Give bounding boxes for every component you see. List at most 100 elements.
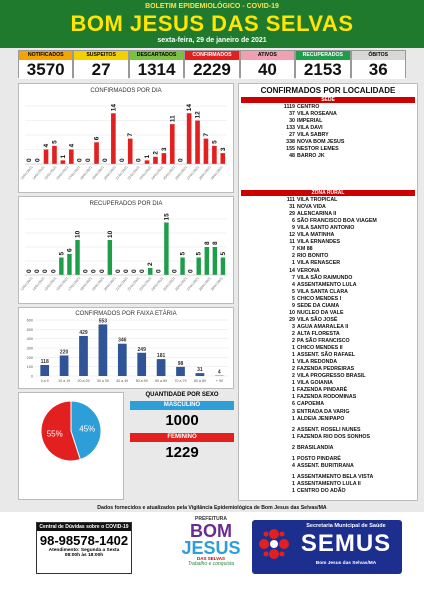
location-count: 6 bbox=[292, 218, 295, 225]
tick-label: 0 a 9 bbox=[41, 379, 49, 383]
bar-label: 220 bbox=[60, 349, 69, 355]
female-value: 1229 bbox=[165, 444, 199, 461]
bar-label: 15 bbox=[163, 213, 170, 221]
location-row: 1119 CENTRO bbox=[239, 104, 419, 110]
location-row: 30 IMPERIAL bbox=[239, 118, 419, 124]
bar bbox=[52, 145, 57, 164]
tick-label: 10 a 19 bbox=[58, 379, 70, 383]
bar-label: 31 bbox=[197, 367, 203, 373]
bar-label: 14 bbox=[110, 104, 117, 112]
location-count: 12 bbox=[289, 232, 295, 239]
bar-label: 0 bbox=[34, 269, 41, 273]
tick-label: 60 a 69 bbox=[155, 379, 167, 383]
pref-label: PREFEITURA bbox=[195, 516, 227, 522]
pref-jesus: JESUS bbox=[181, 538, 241, 558]
bar-label: 1 bbox=[60, 154, 67, 158]
location-count: 133 bbox=[286, 125, 295, 131]
phone-number[interactable]: 98-98578-1402 bbox=[39, 533, 129, 548]
location-count: 3 bbox=[292, 408, 295, 415]
location-name: SÃO FRANCISCO BOA VIAGEM bbox=[297, 218, 377, 225]
sex-pie-panel: 45% 55% bbox=[18, 392, 124, 500]
bar-label: 4 bbox=[68, 144, 75, 148]
bar-label: 0 bbox=[123, 269, 130, 273]
location-count: 1 bbox=[292, 487, 295, 494]
location-name: FAZENDA RIO DOS SONHOS bbox=[297, 433, 371, 440]
bar-label: 98 bbox=[178, 361, 184, 367]
bar-label: 5 bbox=[180, 252, 187, 256]
location-name: ASSENTAMENTO LULA II bbox=[297, 480, 361, 487]
health-cross-icon bbox=[259, 529, 289, 559]
female-label: FEMININO bbox=[130, 433, 234, 442]
location-name: ASSENT. SÃO RAFAEL bbox=[297, 352, 355, 359]
location-row: 10 NUCLEO DA VALE bbox=[239, 310, 419, 316]
bar bbox=[203, 138, 209, 164]
location-row: 133 VILA DAVI bbox=[239, 125, 419, 131]
location-row: 1 FAZENDA RIO DOS SONHOS bbox=[239, 434, 419, 440]
semus-logo: Secretaria Municipal de Saúde SEMUS Bom … bbox=[252, 520, 402, 574]
location-count: 37 bbox=[289, 111, 295, 117]
location-name: VILA SABRY bbox=[297, 132, 329, 138]
location-row: 31 NOVA VIDA bbox=[239, 204, 419, 210]
stat-óbitos: ÓBITOS 36 bbox=[350, 50, 406, 79]
bar bbox=[137, 352, 147, 376]
bar-label: 3 bbox=[161, 147, 168, 151]
bar-label: 0 bbox=[131, 269, 138, 273]
location-count: 9 bbox=[292, 302, 295, 309]
location-row: 2 ASSENT. ROSELI NUNES bbox=[239, 427, 419, 433]
bar-label: 0 bbox=[35, 158, 42, 162]
tick-label: + 90 bbox=[216, 379, 223, 383]
location-name: ASSENT. ROSELI NUNES bbox=[297, 426, 361, 433]
bar-label: 2 bbox=[147, 262, 154, 266]
bar bbox=[186, 113, 192, 164]
male-label: MASCULINO bbox=[130, 401, 234, 410]
location-count: 1119 bbox=[283, 104, 295, 110]
sex-quantity-box: QUANTIDADE POR SEXO MASCULINO 1000 FEMIN… bbox=[128, 392, 236, 492]
location-name: FAZENDA PINDARÉ bbox=[297, 387, 348, 394]
bar bbox=[195, 373, 205, 376]
bar-label: 0 bbox=[188, 269, 195, 273]
location-count: 1 bbox=[292, 455, 295, 462]
recovered-per-day-title: RECUPERADOS POR DIA bbox=[89, 201, 163, 207]
bar-label: 346 bbox=[118, 338, 127, 344]
location-name: VILA TROPICAL bbox=[297, 197, 338, 203]
location-name: POSTO PINDARÉ bbox=[297, 455, 341, 462]
location-count: 2 bbox=[292, 444, 295, 451]
bar-label: 10 bbox=[75, 230, 82, 238]
location-count: 1 bbox=[292, 415, 295, 422]
location-row: 14 VERONA bbox=[239, 268, 419, 274]
location-row: 9 VILA SANTO ANTONIO bbox=[239, 225, 419, 231]
location-row: 1 FAZENDA RODOMINAS bbox=[239, 394, 419, 400]
location-count: 155 bbox=[286, 146, 295, 152]
location-row: 9 SEDE DA CIAMA bbox=[239, 303, 419, 309]
semus-bottom: Bom Jesus das Selvas/MA bbox=[315, 561, 377, 566]
bar-label: 4 bbox=[218, 370, 221, 376]
bar bbox=[59, 257, 64, 275]
location-row: 3 AGUA AMARALEA II bbox=[239, 324, 419, 330]
location-name: VILA RENASCER bbox=[297, 260, 341, 267]
tick-label: 20 a 29 bbox=[78, 379, 90, 383]
location-count: 2 bbox=[292, 338, 295, 344]
bar-label: 0 bbox=[26, 269, 33, 273]
age-range-chart: 0 100 200 300 400 500 600 118 0 a 9 220 10 a 19 429… bbox=[27, 318, 229, 383]
location-count: 1 bbox=[292, 359, 295, 366]
location-name: SEDE DA CIAMA bbox=[297, 302, 340, 309]
y-tick: 500 bbox=[27, 328, 33, 332]
location-name: ASSENT. BURITIRANA bbox=[297, 462, 354, 469]
stat-ativos: ATIVOS 40 bbox=[239, 50, 296, 79]
stat-value: 27 bbox=[74, 60, 128, 79]
location-row: 1 ALDEIA JENIPAPO bbox=[239, 416, 419, 422]
location-name: CHICO MENDES I bbox=[297, 295, 342, 302]
locations-title: CONFIRMADOS POR LOCALIDADE bbox=[260, 86, 396, 95]
bar-label: 7 bbox=[127, 133, 134, 137]
location-count: 1 bbox=[292, 380, 295, 387]
location-row: 1 POSTO PINDARÉ bbox=[239, 456, 419, 462]
bar-label: 0 bbox=[102, 158, 109, 162]
location-row: 1 FAZENDA PINDARÉ bbox=[239, 387, 419, 393]
location-count: 31 bbox=[289, 204, 295, 211]
bar-label: 0 bbox=[91, 269, 98, 273]
location-row: 1 VILA GOIANIA bbox=[239, 380, 419, 386]
bar bbox=[156, 359, 166, 376]
location-row: 12 VILA MATINHA bbox=[239, 232, 419, 238]
bar-label: 14 bbox=[186, 104, 193, 112]
